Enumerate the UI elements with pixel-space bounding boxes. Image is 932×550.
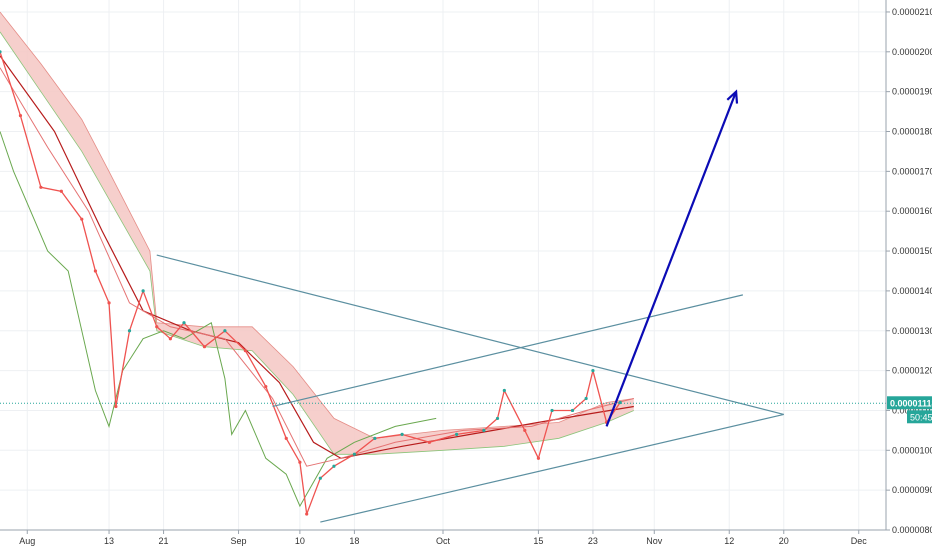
price-tick-label: 0.00002100 xyxy=(892,7,932,17)
price-tick-label: 0.00000800 xyxy=(892,525,932,535)
price-point xyxy=(0,50,2,54)
price-tick-label: 0.00002000 xyxy=(892,47,932,57)
price-point xyxy=(427,440,431,444)
price-tick-label: 0.00001800 xyxy=(892,127,932,137)
time-tick-label: Sep xyxy=(231,536,247,546)
price-tick-label: 0.00001000 xyxy=(892,445,932,455)
price-point xyxy=(264,384,268,389)
time-tick-label: 18 xyxy=(349,536,359,546)
projection-arrow-head xyxy=(726,89,739,104)
time-tick-label: Oct xyxy=(436,536,451,546)
cloud-lower-line xyxy=(0,31,634,455)
price-tick-label: 0.00001900 xyxy=(892,87,932,97)
price-point xyxy=(202,345,207,349)
price-point xyxy=(141,289,145,293)
trendline xyxy=(156,254,784,416)
price-point xyxy=(107,301,111,305)
trendline xyxy=(320,413,784,523)
time-tick-label: 23 xyxy=(588,536,598,546)
price-point xyxy=(80,217,84,221)
grid xyxy=(0,0,886,531)
time-tick-label: 10 xyxy=(295,536,305,546)
time-tick-label: Dec xyxy=(851,536,868,546)
countdown-badge xyxy=(907,410,932,424)
price-point xyxy=(168,337,172,341)
price-point xyxy=(584,396,588,401)
conversion-line xyxy=(0,67,634,467)
projection-arrow-line xyxy=(605,91,738,427)
series-lines xyxy=(0,50,634,516)
ichimoku-cloud xyxy=(0,11,634,455)
time-tick-label: Aug xyxy=(19,536,35,546)
time-axis-background xyxy=(0,530,886,550)
price-line xyxy=(0,51,621,515)
lagging-span-line xyxy=(0,131,437,508)
price-point xyxy=(127,329,132,333)
price-point xyxy=(243,349,247,353)
price-point xyxy=(284,436,288,440)
price-point xyxy=(18,113,23,118)
price-axis-background xyxy=(886,0,932,550)
time-tick-label: Nov xyxy=(646,536,663,546)
price-point xyxy=(39,185,43,189)
price-tick-label: 0.00001500 xyxy=(892,246,932,256)
price-point xyxy=(495,416,500,421)
time-tick-label: 20 xyxy=(779,536,789,546)
price-tick-label: 0.00001200 xyxy=(892,366,932,376)
trendlines xyxy=(156,89,784,523)
current-price-badge xyxy=(887,396,932,410)
time-tick-label: 21 xyxy=(159,536,169,546)
current-price-label: 0.00001118 xyxy=(890,398,932,408)
time-tick-label: 15 xyxy=(533,536,543,546)
trendline xyxy=(272,294,744,408)
base-line xyxy=(0,55,634,459)
price-badges: 0.00001118 50:45 xyxy=(887,396,932,424)
price-point xyxy=(352,452,356,456)
price-point xyxy=(550,408,554,413)
price-axis[interactable]: 0.000008000.000009000.000010000.00001100… xyxy=(885,0,932,550)
time-tick-label: 13 xyxy=(104,536,114,546)
price-point xyxy=(455,432,459,436)
cloud-upper-line xyxy=(0,11,634,439)
price-point xyxy=(536,456,541,460)
price-point xyxy=(523,428,527,432)
price-tick-label: 0.00001300 xyxy=(892,326,932,336)
price-point xyxy=(482,428,486,432)
price-point xyxy=(305,512,309,516)
countdown-label: 50:45 xyxy=(910,412,932,422)
price-tick-label: 0.00001400 xyxy=(892,286,932,296)
price-point xyxy=(400,432,404,436)
price-point xyxy=(591,369,595,373)
price-point xyxy=(332,464,336,468)
price-point xyxy=(570,408,575,413)
price-point xyxy=(182,321,186,325)
time-tick-label: 12 xyxy=(724,536,734,546)
price-point xyxy=(223,329,227,333)
price-point xyxy=(298,460,302,464)
price-point xyxy=(114,404,118,409)
price-tick-label: 0.00001600 xyxy=(892,206,932,216)
price-point xyxy=(93,269,98,273)
price-point xyxy=(59,189,63,193)
price-point xyxy=(373,436,377,440)
price-tick-label: 0.00001700 xyxy=(892,166,932,176)
time-axis[interactable]: Aug 13 21 Sep 10 18 Oct 15 23 Nov 12 20 Dec xyxy=(0,529,886,550)
price-tick-label: 0.00000900 xyxy=(892,485,932,495)
price-point xyxy=(155,325,159,329)
price-point xyxy=(318,476,322,480)
price-point xyxy=(502,388,506,393)
